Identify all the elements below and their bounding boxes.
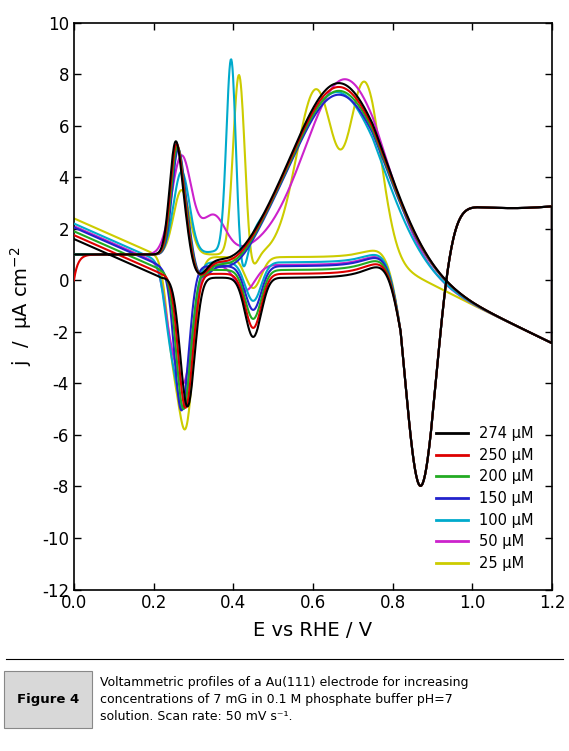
Legend: 274 μM, 250 μM, 200 μM, 150 μM, 100 μM, 50 μM, 25 μM: 274 μM, 250 μM, 200 μM, 150 μM, 100 μM, … bbox=[430, 421, 540, 577]
FancyBboxPatch shape bbox=[4, 671, 92, 728]
X-axis label: E vs RHE / V: E vs RHE / V bbox=[253, 621, 373, 640]
Y-axis label: j  /  μA cm$^{-2}$: j / μA cm$^{-2}$ bbox=[8, 246, 34, 366]
Text: Figure 4: Figure 4 bbox=[17, 693, 80, 706]
Text: Voltammetric profiles of a Au(111) electrode for increasing
concentrations of 7 : Voltammetric profiles of a Au(111) elect… bbox=[100, 676, 468, 723]
